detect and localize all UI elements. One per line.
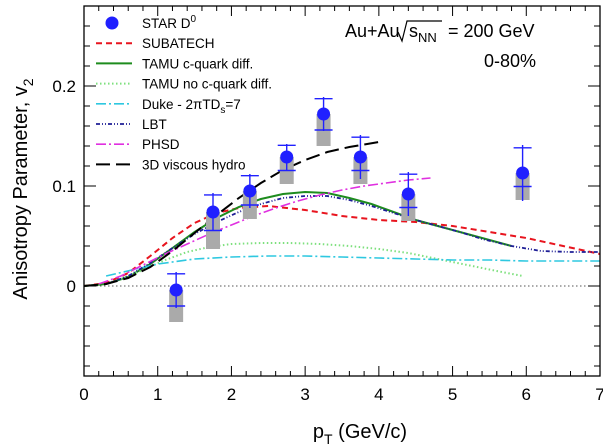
legend-marker-star-d0 [105, 16, 119, 30]
data-point [169, 283, 183, 297]
y-tick-label: 0.1 [52, 177, 76, 196]
data-points-layer [167, 97, 532, 322]
data-point [206, 205, 220, 219]
curves-layer [83, 141, 601, 287]
x-axis-title: pT (GeV/c) [313, 421, 407, 444]
legend-label: PHSD [142, 137, 180, 152]
y-tick-label: 0.2 [52, 77, 76, 96]
data-point [317, 107, 331, 121]
x-tick-label: 4 [374, 385, 383, 404]
y-axis-title-subscript: 2 [20, 78, 36, 86]
x-tick-label: 6 [522, 385, 531, 404]
annotation-energy: = 200 GeV [448, 21, 535, 41]
y-tick-label: 0 [67, 277, 76, 296]
data-point [353, 150, 367, 164]
series-curve [83, 204, 601, 287]
series-curve [105, 255, 600, 277]
series-curve [83, 190, 512, 287]
legend-label: Duke - 2πTDs=7 [142, 97, 241, 116]
x-axis-title-unit: (GeV/c) [333, 421, 407, 443]
x-tick-label: 5 [448, 385, 457, 404]
x-tick-label: 7 [595, 385, 603, 404]
data-point [516, 166, 530, 180]
series-curve [83, 141, 380, 287]
legend-label-star-d0: STAR D0 [142, 14, 197, 31]
legend-label: SUBATECH [142, 36, 215, 51]
legend: STAR D0 SUBATECH TAMU c-quark diff. TAMU no… [96, 14, 272, 172]
x-tick-label: 2 [227, 385, 236, 404]
legend-label: TAMU c-quark diff. [142, 56, 253, 71]
series-curve [98, 177, 431, 285]
series-curve [105, 195, 600, 285]
data-point [280, 150, 294, 164]
axis-ticks: 0 1 2 3 4 5 6 7 0 0.1 0.2 [52, 5, 603, 404]
legend-label: LBT [142, 117, 167, 132]
legend-label: TAMU no c-quark diff. [142, 77, 272, 92]
x-tick-label: 1 [153, 385, 162, 404]
sqrt-symbol [397, 20, 442, 43]
x-tick-label: 0 [79, 385, 88, 404]
annotation-centrality: 0-80% [484, 51, 536, 71]
annotation-collision: Au+Au [345, 21, 400, 41]
plot-frame [83, 5, 601, 377]
legend-label: 3D viscous hydro [142, 157, 246, 172]
x-axis-title-subscript: T [324, 431, 333, 444]
x-tick-label: 3 [300, 385, 309, 404]
data-point [243, 184, 257, 198]
annotation-sqrt-s: sNN [409, 21, 437, 45]
annotation-system: Au+Au sNN = 200 GeV 0-80% [345, 20, 536, 71]
data-point [401, 187, 415, 201]
y-axis-title: Anisotropy Parameter, v2 [10, 78, 36, 299]
